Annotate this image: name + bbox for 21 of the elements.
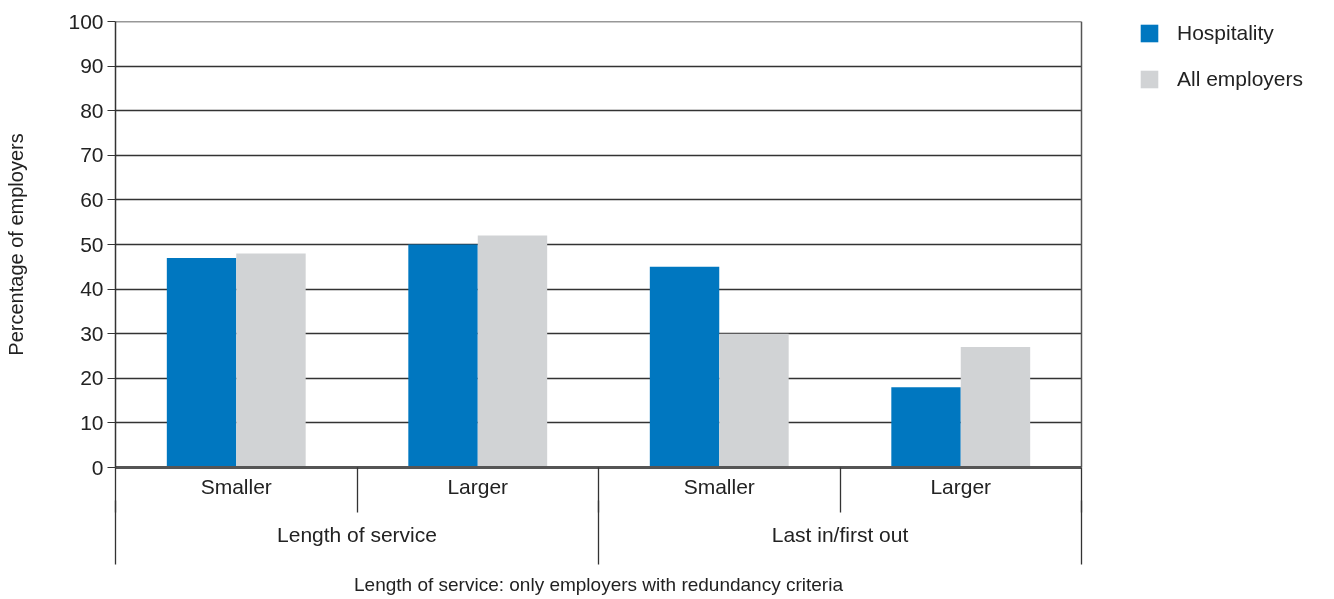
text: Last in/first out [771, 522, 909, 546]
x-tick-label: Larger [447, 474, 509, 498]
y-tick-label: 40 [80, 277, 104, 301]
y-tick-label: 10 [80, 410, 104, 434]
y-axis-title: Percentage of employers [5, 133, 28, 356]
text: Length of service: only employers with redundancy criteria [354, 573, 844, 595]
y-tick-label: 30 [80, 321, 104, 345]
x-tick-label: Smaller [683, 474, 755, 498]
y-tick-label: 100 [68, 9, 104, 33]
x-tick-label: Smaller [200, 474, 272, 498]
y-tick-label: 90 [80, 54, 104, 78]
legend-label: Hospitality [1177, 21, 1274, 45]
y-tick-label: 0 [91, 455, 104, 479]
y-tick-label: 20 [80, 366, 104, 390]
x-tick-label: Larger [930, 474, 992, 498]
y-tick-label: 80 [80, 98, 104, 122]
text: Length of service [277, 522, 437, 546]
legend-label: All employers [1177, 67, 1304, 91]
y-tick-label: 50 [80, 232, 104, 256]
y-tick-label: 70 [80, 143, 104, 167]
y-tick-label: 60 [80, 187, 104, 211]
